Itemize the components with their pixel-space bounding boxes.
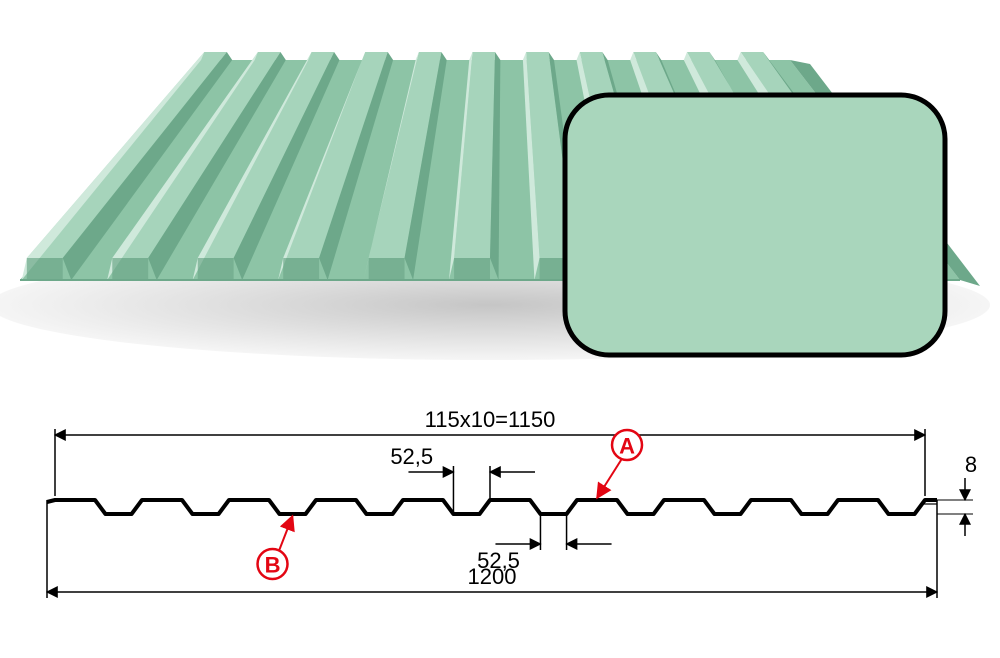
technical-drawing: 115x10=115052,552,512008AB: [47, 407, 977, 598]
marker-b-label: B: [265, 553, 281, 578]
dimension-pitch-top: 52,5: [390, 444, 433, 469]
profile-path: [47, 500, 937, 514]
color-swatch-rect: [565, 95, 945, 355]
color-swatch: [565, 95, 945, 355]
dimension-depth: 8: [965, 452, 977, 477]
dimension-label: 115x10=1150: [425, 407, 556, 432]
dimension-label: 1200: [468, 564, 517, 589]
product-diagram: 115x10=115052,552,512008AB: [0, 0, 1000, 658]
marker-a-label: A: [619, 434, 635, 459]
